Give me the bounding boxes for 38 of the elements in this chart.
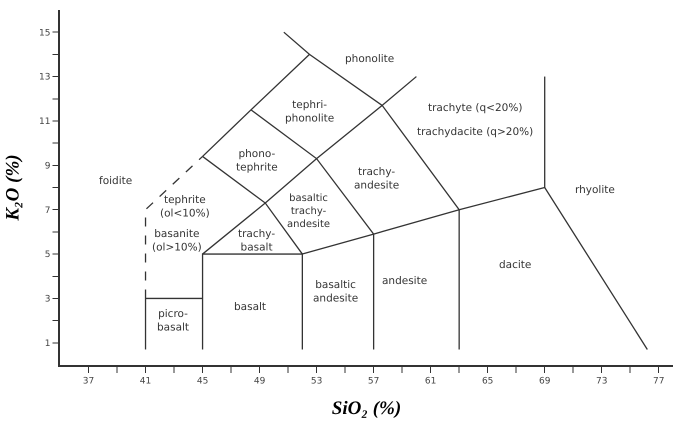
annotation: basalt <box>234 301 266 313</box>
y-axis-title: K₂O (%) <box>2 154 24 222</box>
x-tick-label: 69 <box>538 376 551 387</box>
y-tick-label: 13 <box>38 72 50 83</box>
annotation: tephri- phonolite <box>285 99 334 125</box>
x-tick-label: 41 <box>140 376 152 387</box>
y-tick-label: 5 <box>44 250 50 260</box>
annotation: picro- basalt <box>157 308 190 334</box>
y-tick-label: 1 <box>44 338 50 349</box>
x-tick-label: 57 <box>368 376 380 387</box>
x-tick-label: 37 <box>82 376 94 387</box>
annotation: foidite <box>99 175 132 187</box>
x-tick-label: 77 <box>653 376 664 387</box>
x-tick-label: 45 <box>196 376 208 387</box>
x-tick-label: 61 <box>424 376 436 387</box>
y-tick-label: 11 <box>38 117 50 128</box>
annotation: trachy- basalt <box>238 228 276 254</box>
annotation: basaltic trachy- andesite <box>287 193 330 230</box>
x-tick-label: 53 <box>310 376 322 387</box>
annotation: andesite <box>382 275 428 287</box>
x-tick-label: 49 <box>254 376 266 387</box>
annotation: phonolite <box>345 53 394 65</box>
annotation: dacite <box>499 259 532 271</box>
annotation: rhyolite <box>575 184 615 196</box>
x-tick-label: 65 <box>482 376 494 387</box>
y-tick-label: 3 <box>44 294 50 305</box>
y-tick-label: 15 <box>38 28 50 38</box>
annotation: trachy- andesite <box>354 166 400 192</box>
y-tick-label: 9 <box>44 161 51 172</box>
y-tick-label: 7 <box>44 206 50 216</box>
annotation: tephrite (ol<10%) <box>160 194 210 220</box>
x-tick-label: 73 <box>596 376 608 387</box>
annotation: trachydacite (q>20%) <box>417 126 534 138</box>
annotation: trachyte (q<20%) <box>428 102 522 114</box>
annotation: phono- tephrite <box>236 148 278 174</box>
x-axis-title: SiO₂ (%) <box>332 398 402 419</box>
annotation: basaltic andesite <box>313 279 358 305</box>
annotation: basanite (ol>10%) <box>152 228 202 254</box>
